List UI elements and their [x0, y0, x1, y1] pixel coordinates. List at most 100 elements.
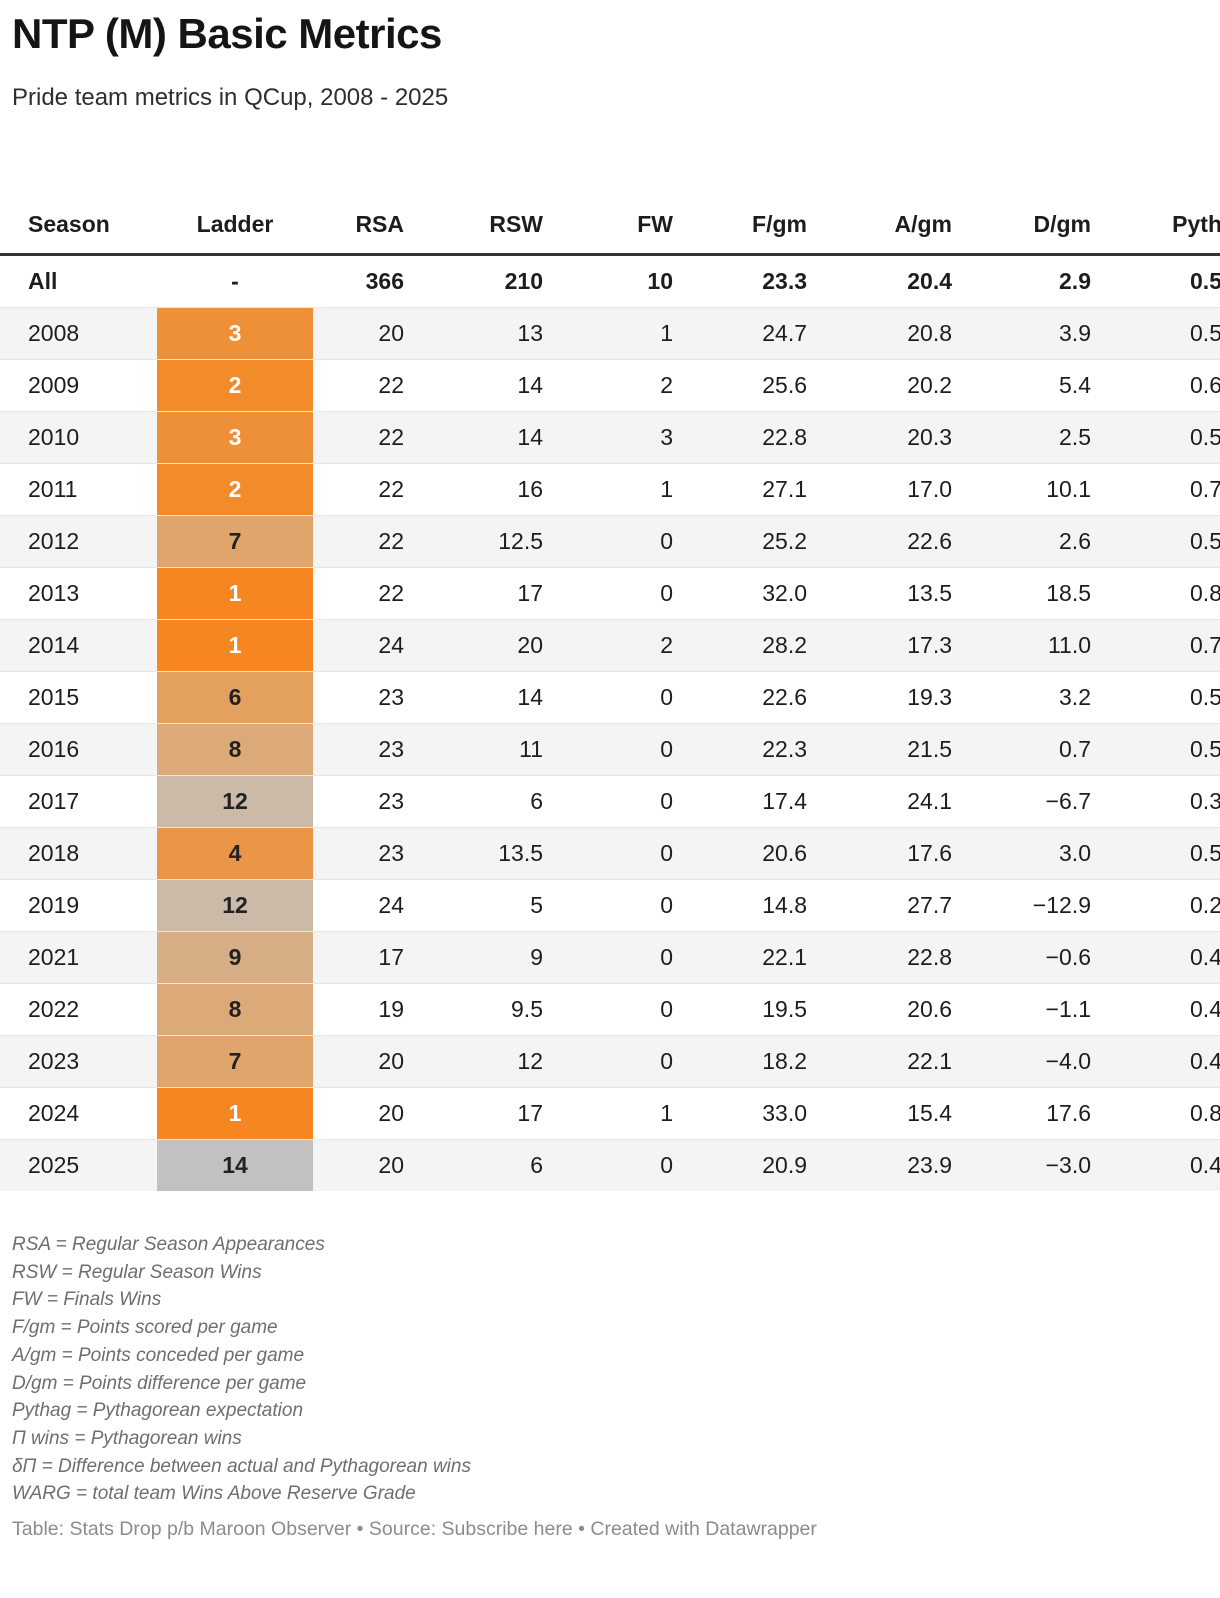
metric-cell: 20.4: [907, 267, 952, 294]
metric-cell: 0.7: [1059, 735, 1091, 762]
metric-cell: 32.0: [762, 579, 807, 606]
season-cell: 2016: [28, 735, 80, 762]
metric-cell: 23.3: [762, 267, 807, 294]
ladder-rank-cell: -: [231, 267, 239, 294]
season-cell: 2018: [28, 839, 80, 866]
metric-cell: 0.3: [1190, 787, 1220, 814]
metric-cell: 14: [517, 371, 543, 398]
metric-cell: 23: [378, 735, 404, 762]
subscribe-link[interactable]: Subscribe here: [441, 1518, 573, 1541]
footnote-line: FW = Finals Wins: [12, 1289, 162, 1311]
table-row-all: All - 366 210 10 23.3 20.4 2.9 0.5: [0, 254, 1220, 307]
metric-cell: −0.6: [1045, 943, 1091, 970]
metric-cell: 9: [530, 943, 543, 970]
table-row-2009: 2009 2 22 14 2 25.6 20.2 5.4 0.6: [0, 359, 1220, 411]
ladder-rank-cell: 1: [157, 619, 313, 671]
metric-cell: 9.5: [511, 995, 543, 1022]
metric-cell: 20: [378, 1099, 404, 1126]
metric-cell: 0: [660, 891, 673, 918]
metric-cell: 0: [660, 683, 673, 710]
metric-cell: 5: [530, 891, 543, 918]
metric-cell: 0: [660, 943, 673, 970]
metric-cell: 25.2: [762, 527, 807, 554]
metric-cell: 20: [378, 1047, 404, 1074]
metric-cell: 22: [378, 579, 404, 606]
table-row-2017: 2017 12 23 6 0 17.4 24.1 −6.7 0.3: [0, 775, 1220, 827]
ladder-rank-cell: 3: [157, 307, 313, 359]
metric-cell: 0.6: [1190, 371, 1220, 398]
table-row-2024: 2024 1 20 17 1 33.0 15.4 17.6 0.8: [0, 1087, 1220, 1139]
table-row-2015: 2015 6 23 14 0 22.6 19.3 3.2 0.5: [0, 671, 1220, 723]
ladder-rank-cell: 12: [157, 879, 313, 931]
metric-cell: 22.8: [762, 423, 807, 450]
metric-cell: −6.7: [1045, 787, 1091, 814]
metric-cell: 0.7: [1190, 475, 1220, 502]
metric-cell: 24.7: [762, 319, 807, 346]
table-row-2012: 2012 7 22 12.5 0 25.2 22.6 2.6 0.5: [0, 515, 1220, 567]
footer-text-before: Table: Stats Drop p/b Maroon Observer • …: [12, 1518, 442, 1541]
ladder-rank-cell: 2: [157, 463, 313, 515]
metric-cell: 17: [517, 579, 543, 606]
season-cell: 2010: [28, 423, 80, 450]
metric-cell: 14: [517, 423, 543, 450]
metric-cell: 20.9: [762, 1151, 807, 1178]
header-row: Season Ladder RSA RSW FW F/gm A/gm D/gm Pyth: [0, 196, 1220, 256]
footnote-line: A/gm = Points conceded per game: [12, 1344, 305, 1366]
metric-cell: 3.9: [1059, 319, 1091, 346]
metric-cell: 27.7: [907, 891, 952, 918]
ladder-rank-cell: 4: [157, 827, 313, 879]
table-row-2008: 2008 3 20 13 1 24.7 20.8 3.9 0.5: [0, 307, 1220, 359]
metric-cell: 0.7: [1190, 631, 1220, 658]
ladder-rank-cell: 6: [157, 671, 313, 723]
table-row-2016: 2016 8 23 11 0 22.3 21.5 0.7 0.5: [0, 723, 1220, 775]
metric-cell: 20: [517, 631, 543, 658]
metric-cell: 0: [660, 527, 673, 554]
metric-cell: 11.0: [1047, 631, 1091, 658]
season-cell: 2022: [28, 995, 80, 1022]
metric-cell: 22: [378, 371, 404, 398]
table-row-2025: 2025 14 20 6 0 20.9 23.9 −3.0 0.4: [0, 1139, 1220, 1191]
table-row-2014: 2014 1 24 20 2 28.2 17.3 11.0 0.7: [0, 619, 1220, 671]
metric-cell: 0: [660, 735, 673, 762]
metric-cell: 23: [378, 683, 404, 710]
metric-cell: 23: [378, 839, 404, 866]
metric-cell: 20.6: [762, 839, 807, 866]
column-header-season: Season: [0, 196, 157, 256]
metric-cell: 10.1: [1046, 475, 1091, 502]
page-title: NTP (M) Basic Metrics: [12, 10, 442, 57]
metric-cell: 13: [517, 319, 543, 346]
column-header-pyth: Pyth: [1091, 196, 1220, 256]
metric-cell: 2: [660, 371, 673, 398]
footnotes: RSA = Regular Season Appearances RSW = Re…: [12, 1231, 1220, 1508]
ladder-rank-cell: 14: [157, 1139, 313, 1191]
ladder-rank-cell: 7: [157, 515, 313, 567]
metric-cell: 13.5: [498, 839, 543, 866]
metric-cell: 0.5: [1190, 527, 1220, 554]
table-row-2018: 2018 4 23 13.5 0 20.6 17.6 3.0 0.5: [0, 827, 1220, 879]
metric-cell: 33.0: [762, 1099, 807, 1126]
footnote-line: D/gm = Points difference per game: [12, 1372, 307, 1394]
metric-cell: 0: [660, 995, 673, 1022]
metric-cell: 11: [519, 735, 543, 762]
season-cell: 2024: [28, 1099, 80, 1126]
metric-cell: 22.6: [762, 683, 807, 710]
metric-cell: 0.5: [1190, 267, 1220, 294]
metric-cell: 17.3: [907, 631, 952, 658]
season-cell: 2008: [28, 319, 80, 346]
season-cell: 2014: [28, 631, 80, 658]
table-row-2023: 2023 7 20 12 0 18.2 22.1 −4.0 0.4: [0, 1035, 1220, 1087]
metric-cell: 14: [517, 683, 543, 710]
season-cell: 2021: [28, 943, 80, 970]
metric-cell: 2.6: [1059, 527, 1091, 554]
metric-cell: −3.0: [1045, 1151, 1091, 1178]
footnote-line: δΠ = Difference between actual and Pytha…: [12, 1455, 471, 1477]
metric-cell: 17.4: [762, 787, 807, 814]
season-cell: 2015: [28, 683, 80, 710]
season-cell: 2017: [28, 787, 80, 814]
metric-cell: 17: [378, 943, 404, 970]
metric-cell: 22.3: [762, 735, 807, 762]
season-cell: 2023: [28, 1047, 80, 1074]
metric-cell: 0.2: [1190, 891, 1220, 918]
metric-cell: −4.0: [1045, 1047, 1091, 1074]
metric-cell: 22: [378, 527, 404, 554]
